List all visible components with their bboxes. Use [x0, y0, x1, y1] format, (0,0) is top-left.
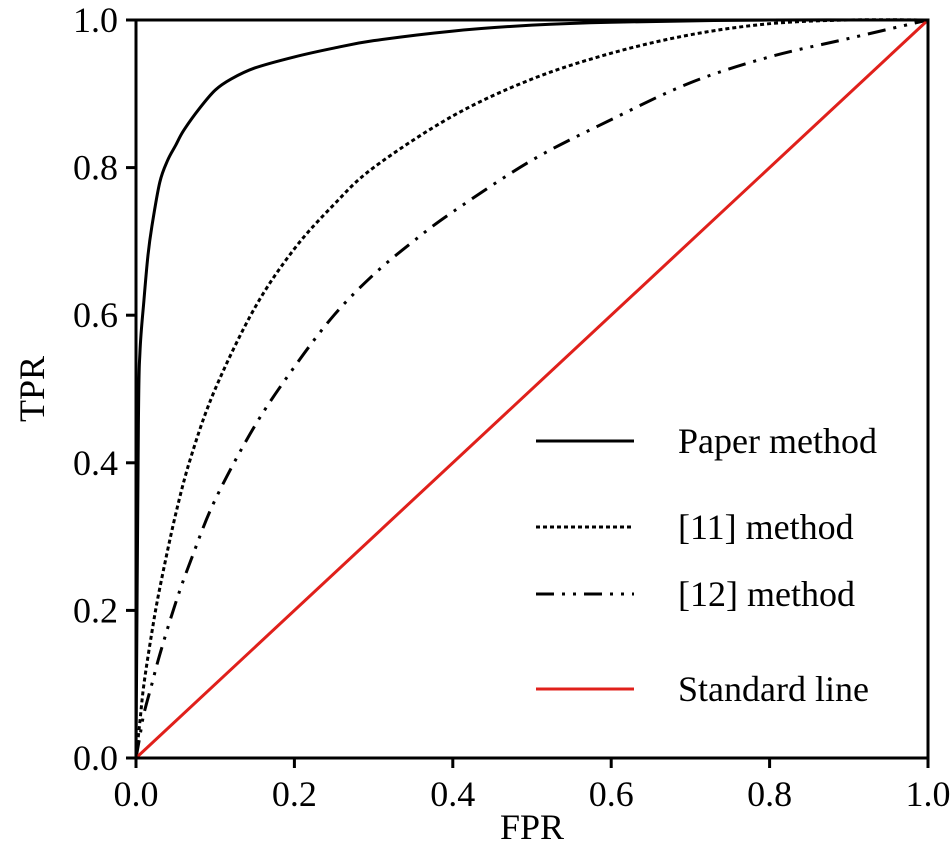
series-line-2: [134, 18, 929, 759]
series-layer: [134, 18, 930, 760]
x-tick-label: 0.6: [589, 774, 634, 814]
x-tick-label: 0.4: [430, 774, 475, 814]
legend-label-2: [11] method: [678, 507, 854, 547]
legend-label-1: Paper method: [678, 421, 877, 461]
y-tick-label: 0.2: [73, 590, 118, 630]
series-line-1: [134, 18, 929, 759]
x-tick-label: 0.0: [114, 774, 159, 814]
y-tick-label: 0.6: [73, 295, 118, 335]
series-line-4: [134, 18, 930, 760]
x-tick-label: 0.2: [272, 774, 317, 814]
y-tick-label: 0.4: [73, 443, 118, 483]
series-line-3: [134, 18, 929, 759]
legend: Paper method [11] method [12] method Standa…: [536, 421, 877, 709]
plot-frame: [134, 18, 930, 760]
x-axis-label: FPR: [500, 807, 564, 847]
ticks-layer: 0.0 0.2 0.4 0.6 0.8 1.0 0.0 0.2 0.4 0.6 0.8 1.0: [73, 0, 950, 814]
x-tick-label: 0.8: [747, 774, 792, 814]
y-tick-label: 0.8: [73, 148, 118, 188]
y-tick-label: 0.0: [73, 738, 118, 778]
y-axis-label: TPR: [12, 356, 52, 422]
x-tick-label: 1.0: [906, 774, 950, 814]
legend-label-3: [12] method: [678, 574, 855, 614]
legend-label-4: Standard line: [678, 669, 869, 709]
y-tick-label: 1.0: [73, 0, 118, 40]
